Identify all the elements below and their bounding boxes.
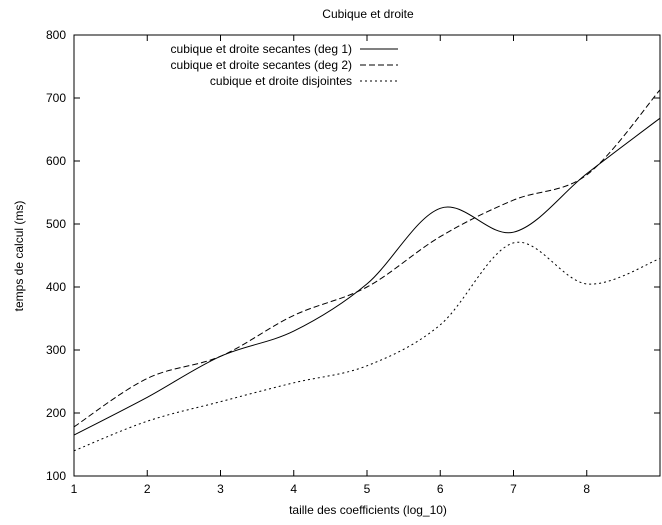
legend-label-1: cubique et droite secantes (deg 1) bbox=[171, 42, 352, 56]
legend-label-2: cubique et droite secantes (deg 2) bbox=[171, 58, 352, 72]
x-tick-label: 2 bbox=[144, 482, 151, 496]
x-tick-label: 7 bbox=[510, 482, 517, 496]
y-tick-label: 100 bbox=[46, 469, 66, 483]
legend: cubique et droite secantes (deg 1) cubiqu… bbox=[171, 42, 398, 88]
y-tick-label: 500 bbox=[46, 217, 66, 231]
y-tick-label: 700 bbox=[46, 91, 66, 105]
chart-title: Cubique et droite bbox=[322, 7, 414, 21]
series-layer bbox=[74, 89, 660, 452]
x-tick-label: 3 bbox=[217, 482, 224, 496]
x-axis: 1 2 3 4 5 6 7 8 bbox=[71, 35, 590, 496]
y-tick-label: 400 bbox=[46, 280, 66, 294]
x-tick-label: 5 bbox=[364, 482, 371, 496]
legend-label-3: cubique et droite disjointes bbox=[210, 74, 352, 88]
y-tick-label: 800 bbox=[46, 28, 66, 42]
x-tick-label: 4 bbox=[290, 482, 297, 496]
plot-frame bbox=[73, 34, 661, 477]
y-tick-label: 300 bbox=[46, 343, 66, 357]
y-tick-label: 200 bbox=[46, 406, 66, 420]
x-tick-label: 1 bbox=[71, 482, 78, 496]
y-axis: 100 200 300 400 500 600 700 800 bbox=[46, 28, 660, 483]
series-line-3 bbox=[74, 241, 660, 452]
series-line-2 bbox=[74, 89, 660, 428]
x-tick-label: 6 bbox=[437, 482, 444, 496]
y-tick-label: 600 bbox=[46, 154, 66, 168]
x-axis-label: taille des coefficients (log_10) bbox=[289, 503, 447, 517]
y-axis-label: temps de calcul (ms) bbox=[12, 201, 26, 312]
x-tick-label: 8 bbox=[583, 482, 590, 496]
series-line-1 bbox=[74, 117, 660, 436]
